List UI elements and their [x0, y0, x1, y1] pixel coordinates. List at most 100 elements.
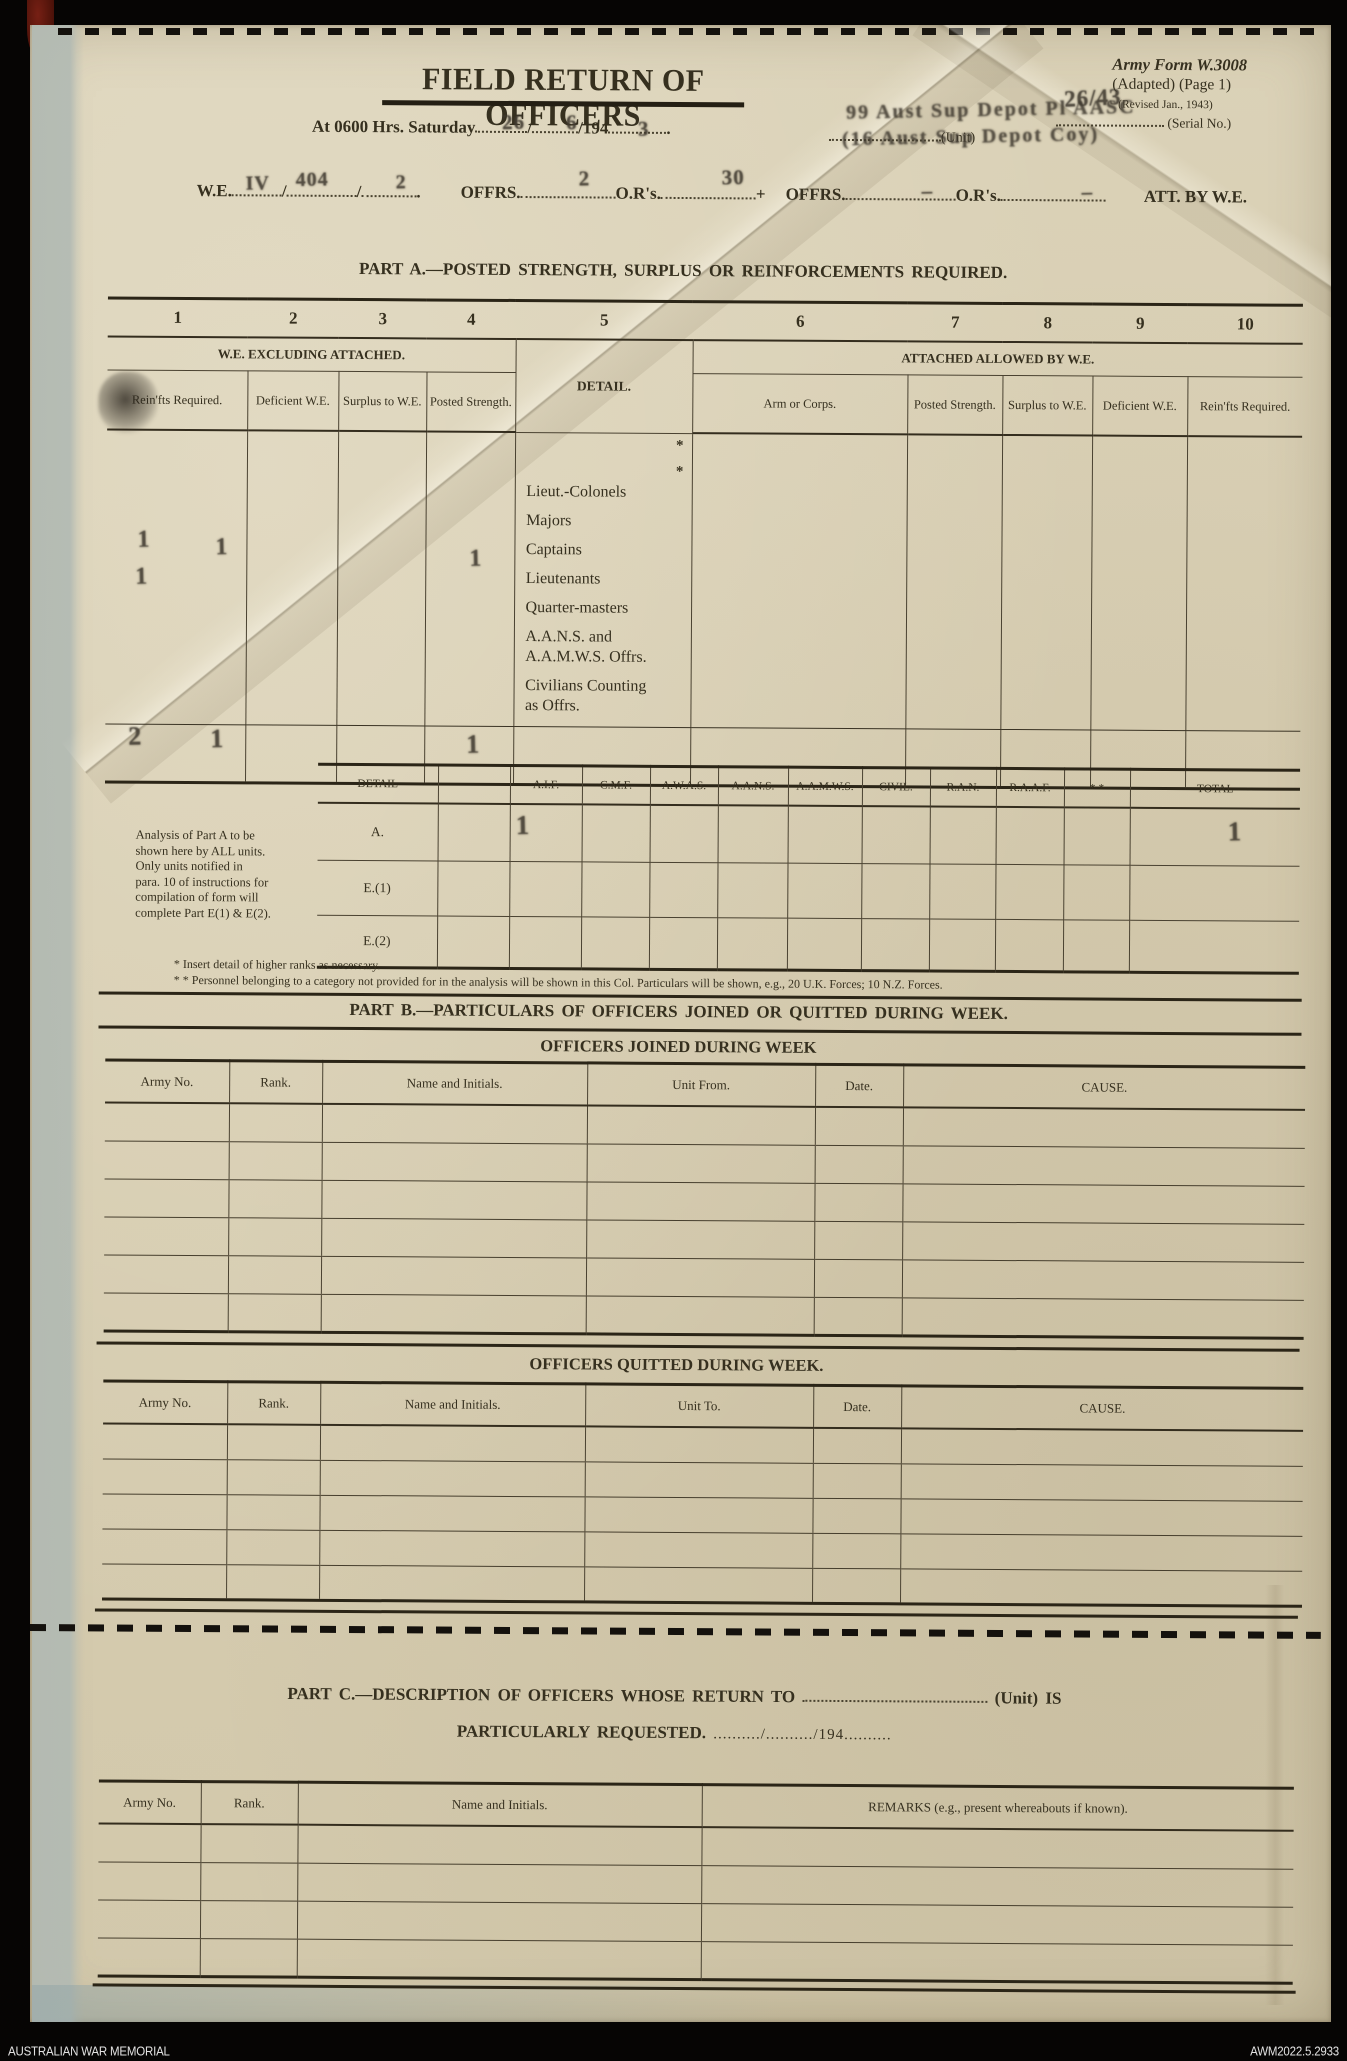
empty-cell — [585, 1295, 814, 1335]
quitted-header-unit-to: Unit To. — [585, 1383, 814, 1428]
ors-label: O.R's. — [615, 184, 661, 204]
col-num: 8 — [1002, 303, 1093, 343]
empty-cell — [811, 1567, 901, 1604]
empty-cell — [226, 1424, 321, 1460]
empty-cell — [812, 1497, 901, 1534]
analysis-cell — [928, 919, 996, 972]
empty-row — [97, 1937, 1293, 1983]
part-a-body-row: * * Lieut.-Colonels Majors Captains Lieu… — [105, 429, 1303, 731]
empty-cell — [902, 1107, 1306, 1148]
empty-row — [103, 1292, 1304, 1338]
month-stamp: 6 — [565, 110, 578, 135]
empty-row — [102, 1563, 1303, 1606]
group-attached-allowed: ATTACHED ALLOWED BY W.E. — [692, 340, 1303, 378]
analysis-cell — [861, 806, 930, 865]
quitted-header-date: Date. — [813, 1385, 902, 1429]
empty-cell — [902, 1183, 1305, 1224]
col-num: 10 — [1187, 304, 1303, 344]
analysis-header: * * — [1063, 768, 1131, 808]
joined-header-cause: CAUSE. — [903, 1064, 1306, 1110]
part-c-header-remarks: REMARKS (e.g., present whereabouts if kn… — [701, 1784, 1294, 1831]
analysis-header: CIVIL. — [861, 767, 931, 807]
offrs-blank — [520, 182, 616, 200]
part-c-header-army-no: Army No. — [98, 1780, 201, 1825]
empty-cell — [226, 1529, 320, 1565]
body-cell-col8 — [1000, 434, 1093, 730]
empty-cell — [319, 1459, 585, 1497]
header-deficient-we-att: Deficient W.E. — [1092, 376, 1188, 437]
part-c-header-row: Army No. Rank. Name and Initials. REMARK… — [98, 1780, 1294, 1831]
analysis-aif-stamp: 1 — [515, 809, 531, 841]
empty-cell — [321, 1179, 587, 1220]
empty-cell — [814, 1144, 903, 1184]
empty-cell — [228, 1141, 322, 1180]
analysis-cell — [787, 863, 862, 919]
we-period-1: . — [416, 182, 421, 202]
empty-cell — [102, 1528, 227, 1565]
joined-header-date: Date. — [815, 1064, 904, 1108]
quitted-header-rank: Rank. — [227, 1381, 321, 1425]
empty-cell — [226, 1564, 320, 1600]
analysis-cell — [1129, 807, 1300, 867]
form-revised: (Revised Jan., 1943) — [1118, 98, 1213, 112]
rank-list: Lieut.-Colonels Majors Captains Lieutena… — [515, 433, 691, 716]
part-a-stamp-c2: 1 — [215, 534, 229, 561]
empty-cell — [900, 1498, 1303, 1536]
divider-rule — [96, 1341, 1300, 1352]
we-ors2-stamp: – — [1081, 179, 1094, 204]
analysis-cell — [1063, 807, 1130, 866]
form-number: Army Form W.3008 — [1112, 54, 1248, 75]
empty-cell — [104, 1178, 229, 1218]
col-num: 2 — [247, 298, 339, 338]
header-arm-or-corps: Arm or Corps. — [692, 373, 908, 435]
ors2-label: O.R's. — [955, 186, 1001, 206]
empty-cell — [814, 1220, 903, 1260]
rank-item: Lieutenants — [525, 569, 601, 588]
joined-header-army-no: Army No. — [105, 1059, 230, 1104]
empty-cell — [200, 1862, 298, 1901]
empty-cell — [102, 1493, 227, 1530]
analysis-cell — [1062, 919, 1130, 973]
officers-joined-title: OFFICERS JOINED DURING WEEK — [540, 1036, 817, 1057]
analysis-cell — [436, 916, 510, 969]
empty-cell — [296, 1900, 702, 1942]
empty-cell — [102, 1563, 227, 1600]
paper-streak — [1265, 1585, 1291, 2005]
part-a-heading: PART A.—POSTED STRENGTH, SURPLUS OR REIN… — [358, 259, 1008, 282]
analysis-cell — [649, 804, 718, 863]
body-cell-col10 — [1185, 436, 1303, 731]
year-stamp: 3 — [637, 116, 650, 141]
analysis-cell — [581, 804, 650, 863]
analysis-cell — [580, 916, 650, 970]
body-cell-col6 — [690, 433, 908, 729]
we-label: W.E. — [196, 181, 232, 201]
analysis-header-row: DETAIL A.I.F. C.M.F. A.W.A.S. A.A.N.S. A… — [317, 764, 1301, 809]
day-stamp: 26 — [501, 109, 526, 135]
analysis-header — [437, 765, 511, 804]
part-c-heading-text: PART C.—DESCRIPTION OF OFFICERS WHOSE RE… — [287, 1684, 796, 1707]
rank-item: Quarter-masters — [525, 598, 629, 617]
part-c-heading-line1: PART C.—DESCRIPTION OF OFFICERS WHOSE RE… — [59, 1681, 1289, 1710]
empty-cell — [226, 1459, 320, 1495]
empty-cell — [200, 1824, 298, 1863]
empty-cell — [900, 1533, 1303, 1571]
analysis-header: TOTAL — [1129, 769, 1301, 809]
empty-cell — [814, 1106, 904, 1146]
empty-cell — [585, 1257, 815, 1297]
header-deficient-we: Deficient W.E. — [247, 370, 339, 431]
analysis-header: DETAIL — [317, 764, 439, 804]
analysis-cell — [995, 864, 1064, 920]
empty-cell — [584, 1461, 813, 1498]
empty-cell — [104, 1140, 229, 1180]
ink-smudge — [98, 371, 159, 434]
empty-cell — [900, 1428, 1304, 1466]
analysis-total-stamp: 1 — [1227, 816, 1243, 847]
analysis-header: R.A.A.F. — [995, 768, 1065, 808]
empty-cell — [586, 1143, 815, 1183]
analysis-header: A.W.A.S. — [649, 766, 719, 806]
quitted-header-army-no: Army No. — [103, 1380, 228, 1425]
analysis-cell — [508, 916, 582, 969]
analysis-header: A.A.M.W.S. — [787, 767, 863, 807]
header-reinfts-required-att: Rein'fts Required. — [1187, 376, 1303, 437]
